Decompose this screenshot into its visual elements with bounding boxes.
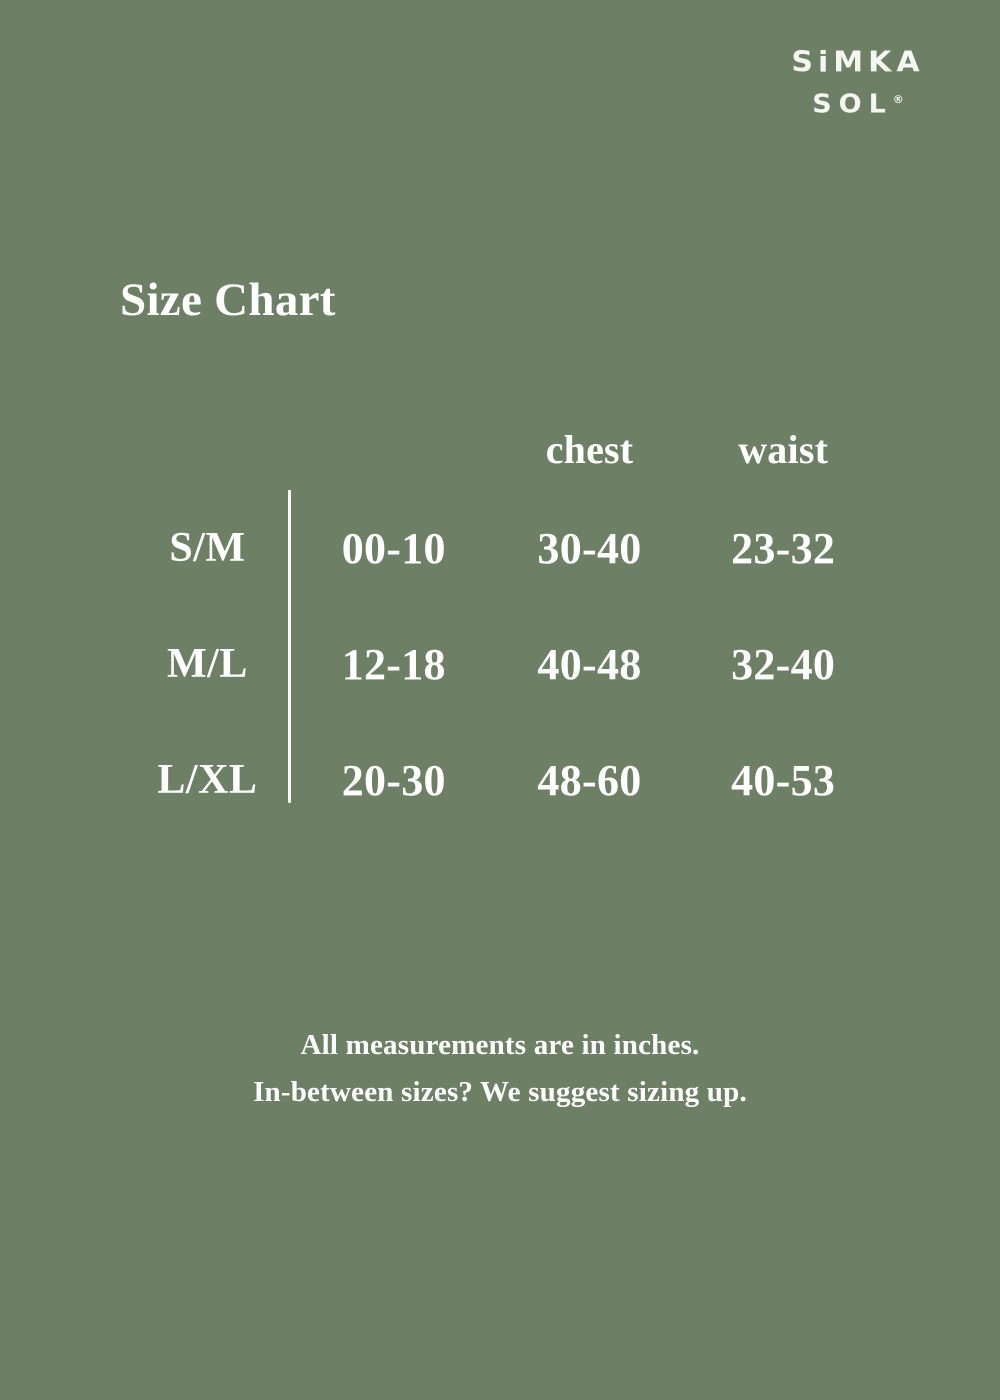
brand-logo: SiMKA SOL® — [758, 48, 958, 118]
cell-waist: 32-40 — [731, 639, 836, 689]
cell-chest: 30-40 — [537, 523, 642, 573]
footer-note: All measurements are in inches. In-betwe… — [0, 1022, 1000, 1116]
table-row: M/L 12-18 40-48 32-40 — [120, 606, 880, 722]
footer-line-measurements: All measurements are in inches. — [300, 1029, 700, 1061]
cell-size-label: M/L — [167, 641, 248, 687]
column-header-waist: waist — [738, 426, 829, 472]
cell-usa-size: 20-30 — [341, 755, 446, 805]
cell-chest: 48-60 — [537, 755, 642, 805]
page-title: Size Chart — [120, 274, 336, 326]
table-vertical-divider — [288, 490, 291, 803]
table-row: L/XL 20-30 48-60 40-53 — [120, 722, 880, 838]
size-chart-table: chest waist S/M 00-10 30-40 23-32 M/L 12… — [120, 408, 880, 838]
table-head: chest waist — [120, 408, 880, 490]
column-header-size — [120, 408, 295, 490]
table-row: S/M 00-10 30-40 23-32 — [120, 490, 880, 606]
column-header-usa-size — [295, 408, 493, 490]
cell-chest: 40-48 — [537, 639, 642, 689]
brand-name-secondary-text: SOL — [812, 89, 893, 120]
column-header-chest: chest — [545, 426, 634, 472]
table-header-row: chest waist — [120, 408, 880, 490]
table-body: S/M 00-10 30-40 23-32 M/L 12-18 40-48 32… — [120, 490, 880, 838]
cell-waist: 40-53 — [731, 755, 836, 805]
brand-name-secondary: SOL® — [758, 92, 958, 117]
cell-waist: 23-32 — [731, 523, 836, 573]
footer-line-sizing-advice: In-between sizes? We suggest sizing up. — [253, 1075, 747, 1108]
brand-name-primary: SiMKA — [791, 46, 925, 79]
cell-size-label: S/M — [169, 525, 246, 571]
registered-trademark-icon: ® — [892, 93, 904, 106]
cell-size-label: L/XL — [157, 757, 258, 803]
cell-usa-size: 12-18 — [341, 639, 446, 689]
cell-usa-size: 00-10 — [341, 523, 446, 573]
